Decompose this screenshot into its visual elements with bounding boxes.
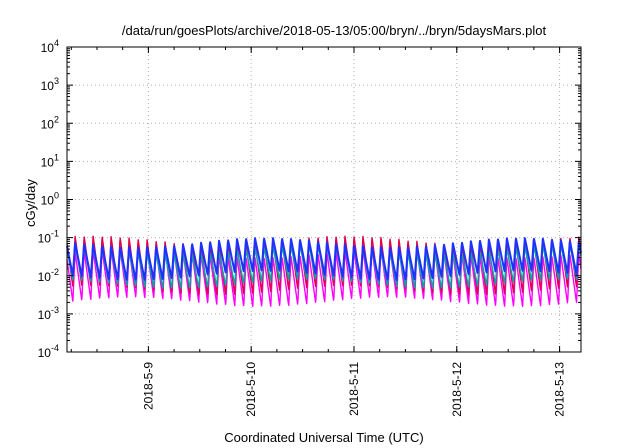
x-tick-label: 2018-5-13 bbox=[553, 362, 567, 417]
y-tick-label: 10-1 bbox=[38, 229, 59, 246]
gridlines bbox=[67, 47, 581, 352]
y-tick-label: 104 bbox=[41, 38, 59, 55]
y-tick-label: 102 bbox=[41, 114, 59, 131]
x-axis-label: Coordinated Universal Time (UTC) bbox=[224, 430, 423, 445]
y-tick-label: 10-2 bbox=[38, 267, 59, 284]
chart-title: /data/run/goesPlots/archive/2018-05-13/0… bbox=[122, 23, 547, 38]
y-tick-label: 100 bbox=[41, 191, 59, 208]
series-line bbox=[66, 247, 582, 308]
y-tick-label: 10-3 bbox=[38, 305, 59, 322]
y-axis-ticks: 10-4 10-3 10-2 10-1 100 101 102 103 104 bbox=[38, 38, 581, 360]
x-tick-label: 2018-5-12 bbox=[450, 362, 464, 417]
x-tick-label: 2018-5-11 bbox=[347, 362, 361, 416]
data-series bbox=[66, 235, 582, 308]
y-tick-label: 10-4 bbox=[38, 343, 59, 360]
y-axis-label: cGy/day bbox=[23, 179, 38, 227]
x-axis-ticks: 2018-5-9 2018-5-10 2018-5-11 2018-5-12 2018-… bbox=[70, 47, 567, 417]
series-line bbox=[66, 244, 582, 290]
x-tick-label: 2018-5-9 bbox=[141, 362, 155, 410]
series-line bbox=[66, 237, 582, 281]
x-tick-label: 2018-5-10 bbox=[244, 362, 258, 417]
y-tick-label: 103 bbox=[41, 76, 59, 93]
y-tick-label: 101 bbox=[41, 152, 59, 169]
